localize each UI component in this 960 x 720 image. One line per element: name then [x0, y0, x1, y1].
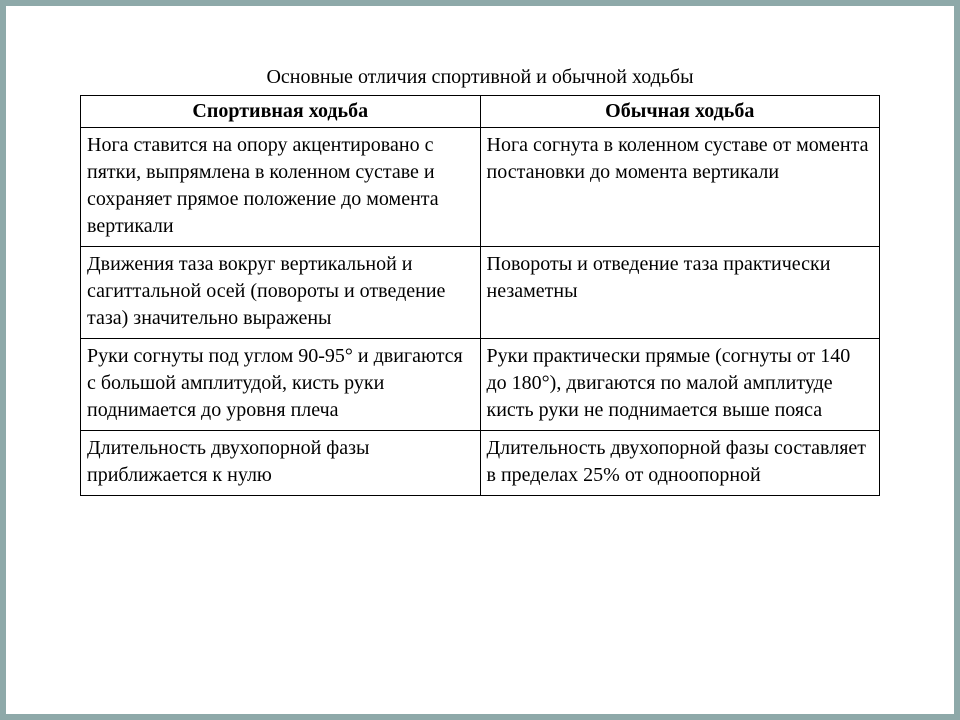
cell-regular-3: Длительность двухопорной фазы составляет… — [480, 431, 880, 496]
comparison-table: Спортивная ходьба Обычная ходьба Нога ст… — [80, 95, 880, 496]
slide-page: Основные отличия спортивной и обычной хо… — [6, 6, 954, 714]
cell-sport-2: Руки согнуты под углом 90-95° и двигаютс… — [81, 339, 481, 431]
table-row: Длительность двухопорной фазы приближает… — [81, 431, 880, 496]
table-title: Основные отличия спортивной и обычной хо… — [80, 66, 880, 89]
table-row: Нога ставится на опору акцентировано с п… — [81, 128, 880, 247]
cell-regular-0: Нога согнута в коленном суставе от момен… — [480, 128, 880, 247]
cell-regular-2: Руки практически прямые (согнуты от 140 … — [480, 339, 880, 431]
table-row: Руки согнуты под углом 90-95° и двигаютс… — [81, 339, 880, 431]
cell-sport-0: Нога ставится на опору акцентировано с п… — [81, 128, 481, 247]
cell-regular-1: Повороты и отведение таза практически не… — [480, 247, 880, 339]
cell-sport-3: Длительность двухопорной фазы приближает… — [81, 431, 481, 496]
column-header-regular: Обычная ходьба — [480, 96, 880, 128]
table-header-row: Спортивная ходьба Обычная ходьба — [81, 96, 880, 128]
cell-sport-1: Движения таза вокруг вертикальной и саги… — [81, 247, 481, 339]
table-row: Движения таза вокруг вертикальной и саги… — [81, 247, 880, 339]
column-header-sport: Спортивная ходьба — [81, 96, 481, 128]
